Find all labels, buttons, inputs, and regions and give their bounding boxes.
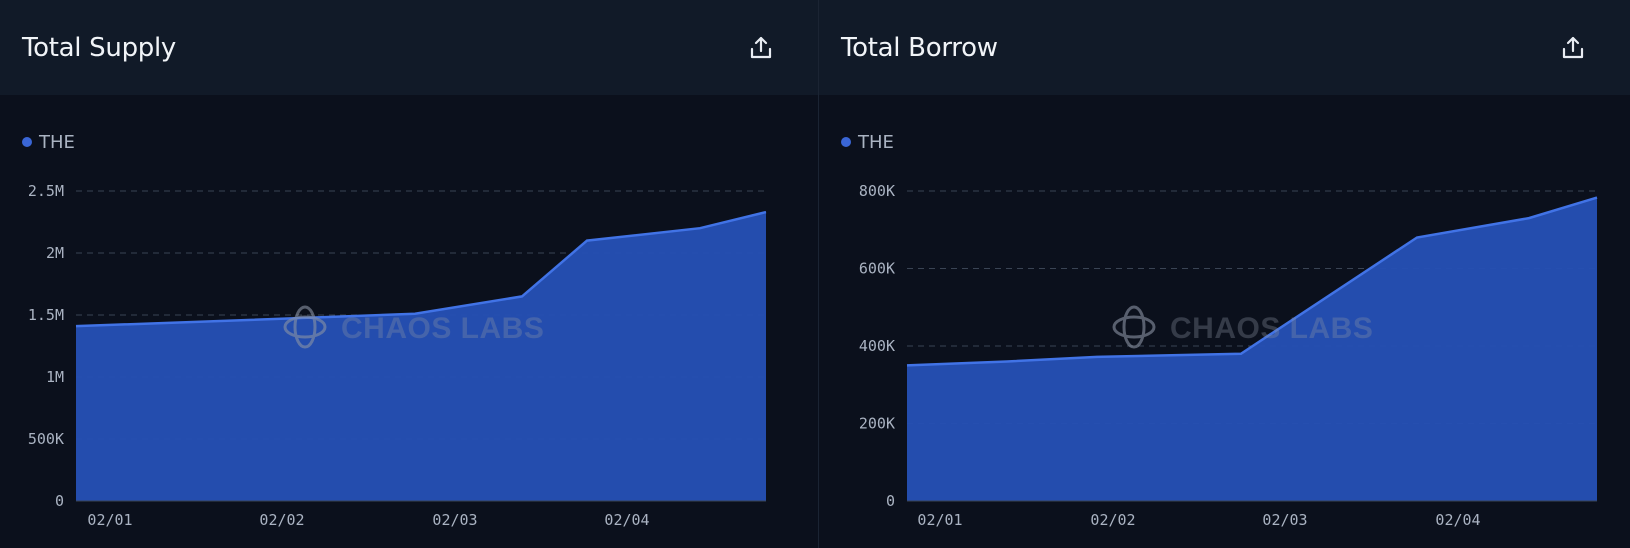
watermark-text: CHAOS LABS	[1170, 312, 1373, 345]
series-area-the	[76, 212, 766, 501]
total-borrow-panel: Total Borrow THE 0 200K 400K 600K 800K 02/01 02…	[818, 0, 1630, 548]
watermark-text: CHAOS LABS	[341, 312, 544, 345]
export-button[interactable]	[744, 31, 778, 65]
series-area-the	[907, 197, 1597, 501]
y-tick-label: 400K	[859, 337, 895, 355]
logo-ring-vertical	[1122, 305, 1146, 349]
y-tick-label: 2M	[46, 244, 64, 262]
legend: THE	[841, 132, 894, 153]
share-upload-icon	[750, 36, 772, 58]
panel-header: Total Borrow	[819, 0, 1630, 95]
y-tick-label: 800K	[859, 182, 895, 200]
y-tick-label: 200K	[859, 415, 895, 433]
x-tick-label: 02/01	[917, 511, 962, 529]
total-supply-chart: THE 0 500K 1M 1.5M 2M 2.5M 02/01 02/02 02/03 02/04…	[22, 132, 767, 529]
x-tick-label: 02/02	[259, 511, 304, 529]
logo-ring-vertical	[293, 305, 317, 349]
legend-marker	[841, 137, 851, 147]
panel-title: Total Supply	[22, 32, 176, 63]
y-tick-label: 1.5M	[28, 306, 64, 324]
y-tick-label: 600K	[859, 260, 895, 278]
chaos-labs-watermark: CHAOS LABS	[1112, 305, 1373, 349]
x-tick-label: 02/04	[1435, 511, 1480, 529]
y-tick-label: 0	[886, 492, 895, 510]
legend-marker	[22, 137, 32, 147]
logo-ring-horizontal	[1112, 315, 1156, 339]
y-tick-label: 0	[55, 492, 64, 510]
x-tick-label: 02/02	[1090, 511, 1135, 529]
x-tick-label: 02/03	[1262, 511, 1307, 529]
legend: THE	[22, 132, 75, 153]
panel-header: Total Supply	[0, 0, 818, 95]
total-borrow-chart: THE 0 200K 400K 600K 800K 02/01 02/02 02/03 02/04…	[841, 132, 1598, 529]
share-upload-icon	[1562, 36, 1584, 58]
logo-ring-horizontal	[283, 315, 327, 339]
series-line-the	[75, 210, 767, 328]
export-button[interactable]	[1556, 31, 1590, 65]
x-tick-label: 02/03	[432, 511, 477, 529]
chaos-labs-watermark: CHAOS LABS	[283, 305, 544, 349]
chaos-labs-logo-icon	[283, 305, 327, 349]
chaos-labs-logo-icon	[1112, 305, 1156, 349]
y-tick-label: 2.5M	[28, 182, 64, 200]
series-line-the	[906, 196, 1598, 367]
legend-label: THE	[857, 132, 894, 153]
x-tick-label: 02/01	[87, 511, 132, 529]
total-supply-panel: Total Supply THE 0 500K 1M 1.5M 2M 2.5M 02/01 02…	[0, 0, 818, 529]
y-tick-label: 500K	[28, 430, 64, 448]
legend-label: THE	[38, 132, 75, 153]
panel-title: Total Borrow	[841, 32, 998, 63]
y-tick-label: 1M	[46, 368, 64, 386]
x-tick-label: 02/04	[604, 511, 649, 529]
